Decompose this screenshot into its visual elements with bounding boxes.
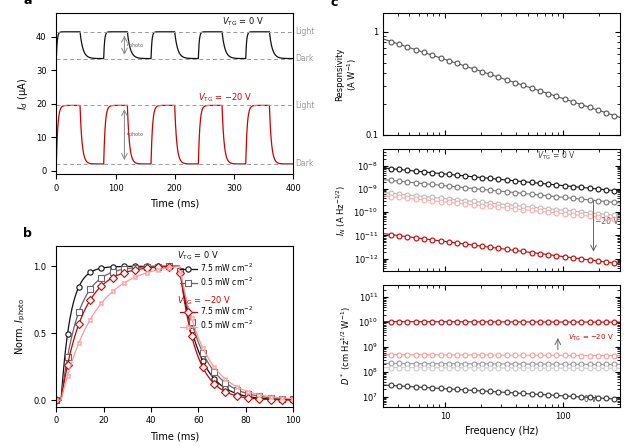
- Text: a: a: [23, 0, 32, 7]
- Text: Dark: Dark: [295, 54, 313, 63]
- Text: Light: Light: [295, 101, 314, 110]
- Y-axis label: Norm. $I_\mathrm{photo}$: Norm. $I_\mathrm{photo}$: [14, 298, 28, 355]
- Text: $I_\mathrm{photo}$: $I_\mathrm{photo}$: [126, 39, 143, 51]
- X-axis label: Frequency (Hz): Frequency (Hz): [464, 426, 538, 436]
- Text: $V_\mathrm{TG}$ = −20 V: $V_\mathrm{TG}$ = −20 V: [568, 333, 614, 343]
- Text: $V_\mathrm{TG}$ = 0 V: $V_\mathrm{TG}$ = 0 V: [177, 249, 219, 262]
- Text: b: b: [23, 227, 32, 240]
- Text: $V_\mathrm{TG}$ = −20 V: $V_\mathrm{TG}$ = −20 V: [177, 295, 232, 307]
- Text: Light: Light: [295, 27, 314, 36]
- Text: 0 V: 0 V: [584, 396, 597, 405]
- Legend: 7.5 mW cm$^{-2}$, 0.5 mW cm$^{-2}$: 7.5 mW cm$^{-2}$, 0.5 mW cm$^{-2}$: [180, 304, 252, 331]
- Y-axis label: $I_N$ (A Hz$^{-1/2}$): $I_N$ (A Hz$^{-1/2}$): [334, 185, 348, 236]
- Text: $V_\mathrm{TG}$ = −20 V: $V_\mathrm{TG}$ = −20 V: [198, 91, 253, 104]
- Y-axis label: Responsivity
(A W$^{-1}$): Responsivity (A W$^{-1}$): [335, 47, 359, 101]
- Y-axis label: $I_d$ (μA): $I_d$ (μA): [16, 78, 31, 110]
- Text: Dark: Dark: [295, 160, 313, 169]
- Text: $V_\mathrm{TG}$ = 0 V: $V_\mathrm{TG}$ = 0 V: [537, 150, 575, 162]
- Text: −20 V: −20 V: [595, 217, 618, 226]
- Y-axis label: $D^*$ (cm Hz$^{1/2}$ W$^{-1}$): $D^*$ (cm Hz$^{1/2}$ W$^{-1}$): [339, 307, 353, 385]
- Text: $V_\mathrm{TG}$ = 0 V: $V_\mathrm{TG}$ = 0 V: [222, 15, 264, 28]
- Text: c: c: [331, 0, 338, 9]
- X-axis label: Time (ms): Time (ms): [150, 431, 199, 441]
- Text: $I_\mathrm{photo}$: $I_\mathrm{photo}$: [126, 129, 143, 140]
- X-axis label: Time (ms): Time (ms): [150, 198, 199, 208]
